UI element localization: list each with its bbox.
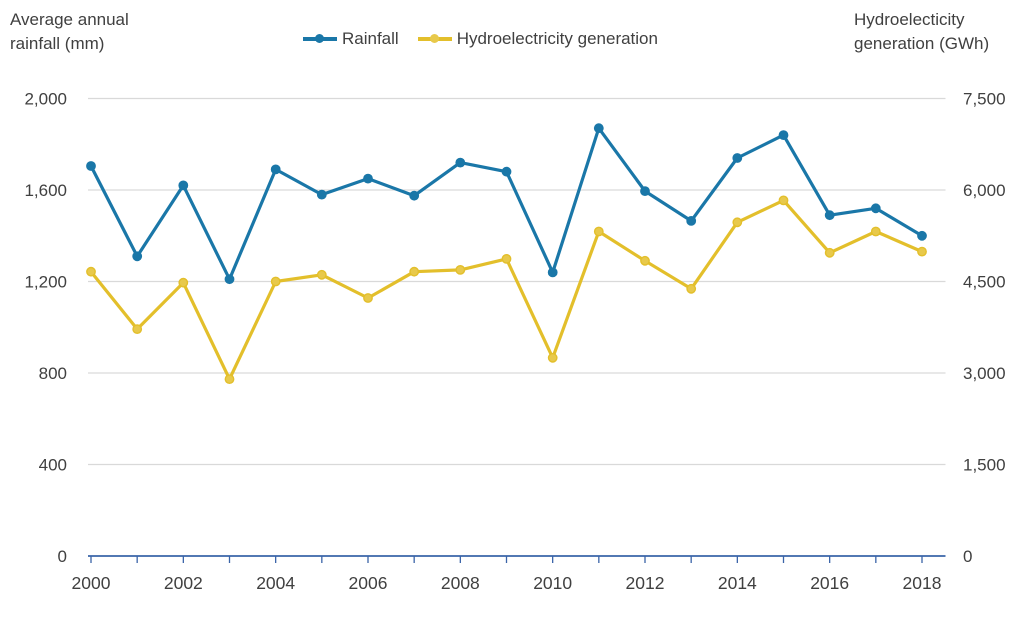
- rainfall-point: [316, 189, 327, 200]
- rainfall-point: [224, 274, 235, 285]
- hydroelectricity-point: [732, 217, 743, 228]
- rainfall-point: [917, 230, 927, 241]
- rainfall-point: [455, 157, 466, 168]
- rainfall-point: [363, 173, 373, 184]
- right-axis-tick-label: 4,500: [963, 273, 1006, 292]
- rainfall-point: [409, 190, 420, 201]
- hydroelectricity-point: [363, 293, 373, 303]
- right-axis-tick-label: 0: [963, 547, 972, 566]
- hydroelectricity-point: [178, 277, 189, 288]
- legend-label-rainfall: Rainfall: [342, 29, 399, 48]
- rainfall-point: [686, 215, 697, 226]
- hydroelectricity-point: [640, 255, 650, 266]
- hydroelectricity-point: [547, 352, 558, 363]
- hydroelectricity-point: [86, 266, 96, 277]
- left-axis-tick-label: 1,200: [24, 273, 67, 292]
- x-axis-tick-label: 2006: [349, 573, 388, 593]
- legend-item-hydroelectricity[interactable]: Hydroelectricity generation: [417, 29, 658, 49]
- x-axis-tick-label: 2008: [441, 573, 480, 593]
- legend-item-rainfall[interactable]: Rainfall: [303, 29, 399, 49]
- hydroelectricity-point: [455, 264, 466, 275]
- rainfall-point: [132, 251, 143, 262]
- x-axis-tick-label: 2000: [72, 573, 111, 593]
- rainfall-point: [501, 166, 512, 177]
- rainfall-point: [270, 164, 281, 175]
- hydroelectricity-point: [224, 374, 235, 384]
- hydroelectricity-point: [316, 269, 327, 280]
- hydroelectricity-line: [89, 198, 924, 381]
- x-axis-tick-label: 2016: [810, 573, 849, 593]
- hydroelectricity-point: [824, 247, 835, 258]
- rainfall-point: [732, 153, 743, 163]
- hydroelectricity-point: [593, 226, 604, 237]
- hydroelectricity-point: [501, 253, 512, 264]
- left-axis-tick-label: 800: [39, 364, 67, 383]
- x-axis-tick-label: 2010: [533, 573, 572, 593]
- right-axis-tick-label: 7,500: [963, 90, 1006, 109]
- left-axis-tick-label: 2,000: [24, 90, 67, 109]
- rainfall-point: [778, 130, 789, 141]
- right-axis-tick-label: 6,000: [963, 181, 1006, 200]
- hydroelectricity-point: [270, 276, 281, 287]
- rainfall-point: [640, 186, 650, 197]
- hydroelectricity-point: [132, 324, 143, 334]
- right-axis-title-line2: generation (GWh): [854, 34, 990, 53]
- x-axis-tick-label: 2012: [626, 573, 665, 593]
- left-axis-tick-label: 400: [39, 456, 67, 475]
- left-axis-tick-label: 0: [58, 547, 67, 566]
- right-axis-tick-label: 3,000: [963, 364, 1006, 383]
- rainfall-point: [593, 123, 604, 134]
- left-axis-title-line1: Average annual: [10, 10, 129, 29]
- hydroelectricity-point: [778, 195, 789, 206]
- rainfall-point: [178, 180, 189, 191]
- legend: Rainfall Hydroelectricity generation: [303, 29, 658, 49]
- right-axis-tick-label: 1,500: [963, 456, 1006, 475]
- x-axis-tick-label: 2014: [718, 573, 757, 593]
- hydroelectricity-point: [409, 266, 420, 277]
- hydroelectricity-legend-marker-icon: [417, 34, 452, 44]
- right-axis-title: Hydroelecticity generation (GWh): [854, 8, 989, 56]
- x-axis-tick-label: 2002: [164, 573, 203, 593]
- legend-label-hydroelectricity: Hydroelectricity generation: [456, 29, 658, 48]
- rainfall-point: [824, 210, 835, 221]
- rainfall-legend-marker-icon: [303, 34, 337, 44]
- rainfall-point: [86, 161, 96, 171]
- left-axis-tick-label: 1,600: [24, 181, 67, 200]
- hydroelectricity-point: [686, 283, 697, 294]
- rainfall-point: [870, 203, 881, 214]
- left-axis-title-line2: rainfall (mm): [10, 34, 105, 53]
- rainfall-point: [547, 267, 558, 278]
- x-axis-tick-label: 2018: [903, 573, 942, 593]
- x-axis-tick-label: 2004: [256, 573, 295, 593]
- hydroelectricity-point: [917, 246, 927, 257]
- left-axis-title: Average annual rainfall (mm): [10, 8, 129, 56]
- right-axis-title-line1: Hydroelecticity: [854, 10, 965, 29]
- hydroelectricity-point: [870, 226, 881, 237]
